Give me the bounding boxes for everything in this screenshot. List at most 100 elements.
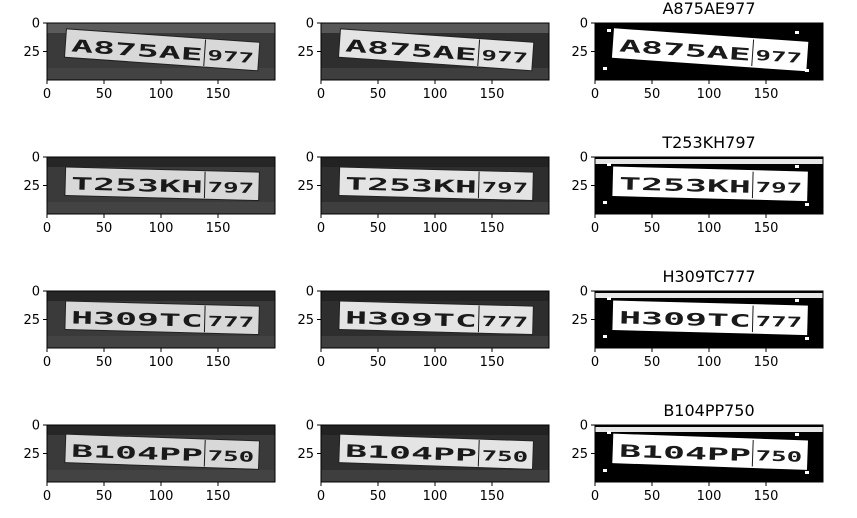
x-tick-label: 50 (96, 355, 113, 370)
plate-main-chars: T253KH (71, 174, 203, 197)
subplot-title: A875AE977 (662, 0, 755, 18)
binary-noise (795, 433, 799, 436)
x-tick-label: 0 (317, 221, 325, 236)
binary-noise (805, 203, 809, 206)
plate-divider (203, 171, 206, 199)
subplot-3-2: B104PP 750 0 50 100 150 0 25 B104PP750 (571, 401, 824, 504)
x-tick-label: 100 (423, 87, 448, 102)
binary-top-stripe (595, 293, 823, 298)
plate-divider (477, 440, 480, 467)
plate-divider (477, 305, 480, 333)
plate-region-chars: 797 (481, 180, 528, 197)
plate-main-chars: T253KH (345, 174, 477, 197)
x-tick-label: 50 (96, 221, 113, 236)
x-tick-label: 0 (591, 221, 599, 236)
plate-divider (751, 171, 754, 199)
x-tick-label: 150 (206, 87, 231, 102)
x-tick-label: 150 (480, 87, 505, 102)
x-tick-label: 100 (697, 221, 722, 236)
plate-body (612, 433, 808, 470)
image-top-band (47, 157, 275, 167)
binary-top-stripe (595, 159, 823, 164)
subplot-2-0: H309TC 777 0 50 100 150 0 25 (23, 285, 276, 370)
license-plate: H309TC 777 (612, 300, 808, 336)
x-tick-label: 50 (644, 489, 661, 504)
x-tick-label: 0 (591, 489, 599, 504)
plate-region-chars: 797 (755, 180, 802, 197)
plate-region-chars: 777 (207, 314, 254, 331)
image-bottom-band (321, 336, 549, 348)
x-tick-label: 100 (149, 87, 174, 102)
y-tick-label: 25 (23, 447, 40, 462)
binary-noise (607, 431, 611, 434)
license-plate: A875AE 977 (611, 28, 809, 72)
binary-noise (795, 299, 799, 302)
y-tick-label: 0 (306, 419, 314, 434)
subplot-1-1: T253KH 797 0 50 100 150 0 25 (297, 151, 550, 236)
plate-region-chars: 797 (207, 180, 254, 197)
x-tick-label: 50 (370, 355, 387, 370)
license-plate: T253KH 797 (612, 166, 808, 202)
x-tick-label: 50 (370, 221, 387, 236)
plate-body (612, 166, 808, 202)
plate-main-chars: B104PP (619, 442, 751, 467)
y-tick-label: 25 (297, 313, 314, 328)
plate-body (63, 28, 261, 72)
binary-noise (785, 331, 789, 334)
subplot-title: T253KH797 (661, 133, 755, 152)
y-tick-label: 0 (32, 419, 40, 434)
plate-divider (477, 171, 480, 199)
x-tick-label: 150 (206, 221, 231, 236)
binary-noise (795, 165, 799, 168)
x-tick-label: 50 (370, 489, 387, 504)
subplot-1-0: T253KH 797 0 50 100 150 0 25 (23, 151, 276, 236)
y-tick-label: 25 (571, 179, 588, 194)
plate-region-chars: 750 (481, 448, 528, 466)
x-tick-label: 150 (206, 355, 231, 370)
x-tick-label: 0 (317, 87, 325, 102)
license-plate: H309TC 777 (338, 300, 534, 336)
plate-body (338, 166, 534, 202)
x-tick-label: 50 (370, 87, 387, 102)
plate-divider (203, 440, 206, 467)
binary-noise (603, 469, 607, 472)
image-top-band (321, 157, 549, 167)
x-tick-label: 150 (754, 489, 779, 504)
plate-region-chars: 977 (755, 48, 803, 67)
plate-region-chars: 750 (207, 448, 254, 466)
y-tick-label: 0 (306, 151, 314, 166)
binary-noise (603, 67, 607, 70)
image-bottom-band (47, 202, 275, 214)
x-tick-label: 50 (644, 221, 661, 236)
plate-region-chars: 977 (207, 48, 255, 67)
image-bottom-band (47, 470, 275, 482)
plate-region-chars: 977 (481, 48, 529, 67)
plate-divider (203, 305, 206, 333)
y-tick-label: 0 (580, 17, 588, 32)
y-tick-label: 0 (580, 285, 588, 300)
plate-divider (477, 39, 481, 67)
y-tick-label: 0 (580, 151, 588, 166)
x-tick-label: 150 (754, 355, 779, 370)
y-tick-label: 0 (306, 17, 314, 32)
plate-divider (751, 39, 755, 67)
y-tick-label: 0 (32, 285, 40, 300)
binary-top-stripe (595, 427, 823, 432)
binary-noise (785, 63, 789, 66)
image-top-band (321, 23, 549, 33)
plate-body (64, 300, 260, 336)
y-tick-label: 25 (571, 313, 588, 328)
image-top-band (47, 23, 275, 33)
binary-noise (603, 201, 607, 204)
x-tick-label: 50 (644, 355, 661, 370)
x-tick-label: 150 (480, 489, 505, 504)
binary-noise (607, 29, 611, 32)
y-tick-label: 0 (32, 17, 40, 32)
subplot-3-1: B104PP 750 0 50 100 150 0 25 (297, 419, 550, 504)
plate-main-chars: B104PP (345, 442, 477, 467)
y-tick-label: 0 (306, 285, 314, 300)
plate-divider (751, 440, 754, 467)
y-tick-label: 25 (297, 447, 314, 462)
